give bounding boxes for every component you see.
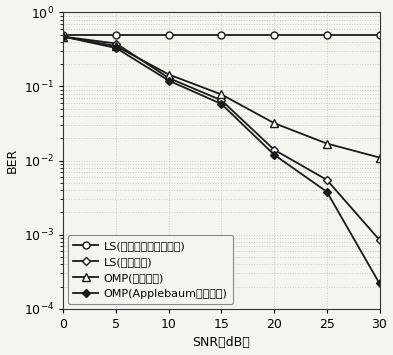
- OMP(Applebaum导频方案): [377, 282, 382, 286]
- OMP(Applebaum导频方案): [167, 78, 171, 83]
- OMP(Applebaum导频方案): [219, 102, 224, 106]
- OMP(标准导频): [272, 121, 277, 125]
- OMP(标准导频): [377, 155, 382, 160]
- LS(标准导频，线性内插): [272, 33, 277, 37]
- LS(训练序列): [272, 148, 277, 152]
- LS(训练序列): [325, 178, 329, 182]
- Legend: LS(标准导频，线性内插), LS(训练序列), OMP(标准导频), OMP(Applebaum导频方案): LS(标准导频，线性内插), LS(训练序列), OMP(标准导频), OMP(…: [68, 235, 233, 305]
- LS(标准导频，线性内插): [325, 33, 329, 37]
- OMP(标准导频): [61, 34, 66, 39]
- LS(训练序列): [114, 42, 119, 46]
- OMP(Applebaum导频方案): [272, 153, 277, 157]
- OMP(标准导频): [167, 72, 171, 77]
- Y-axis label: BER: BER: [6, 148, 18, 173]
- OMP(Applebaum导频方案): [61, 34, 66, 39]
- X-axis label: SNR（dB）: SNR（dB）: [193, 337, 250, 349]
- OMP(Applebaum导频方案): [114, 46, 119, 50]
- LS(标准导频，线性内插): [167, 33, 171, 37]
- OMP(Applebaum导频方案): [325, 190, 329, 194]
- OMP(标准导频): [114, 44, 119, 48]
- LS(训练序列): [219, 98, 224, 103]
- LS(训练序列): [377, 238, 382, 242]
- LS(训练序列): [167, 76, 171, 80]
- LS(标准导频，线性内插): [219, 33, 224, 37]
- LS(标准导频，线性内插): [61, 33, 66, 37]
- Line: LS(训练序列): LS(训练序列): [61, 34, 382, 243]
- OMP(标准导频): [325, 141, 329, 146]
- OMP(标准导频): [219, 92, 224, 97]
- Line: LS(标准导频，线性内插): LS(标准导频，线性内插): [60, 31, 383, 38]
- LS(标准导频，线性内插): [377, 33, 382, 37]
- LS(标准导频，线性内插): [114, 33, 119, 37]
- Line: OMP(标准导频): OMP(标准导频): [59, 33, 384, 162]
- LS(训练序列): [61, 34, 66, 39]
- Line: OMP(Applebaum导频方案): OMP(Applebaum导频方案): [61, 34, 382, 286]
